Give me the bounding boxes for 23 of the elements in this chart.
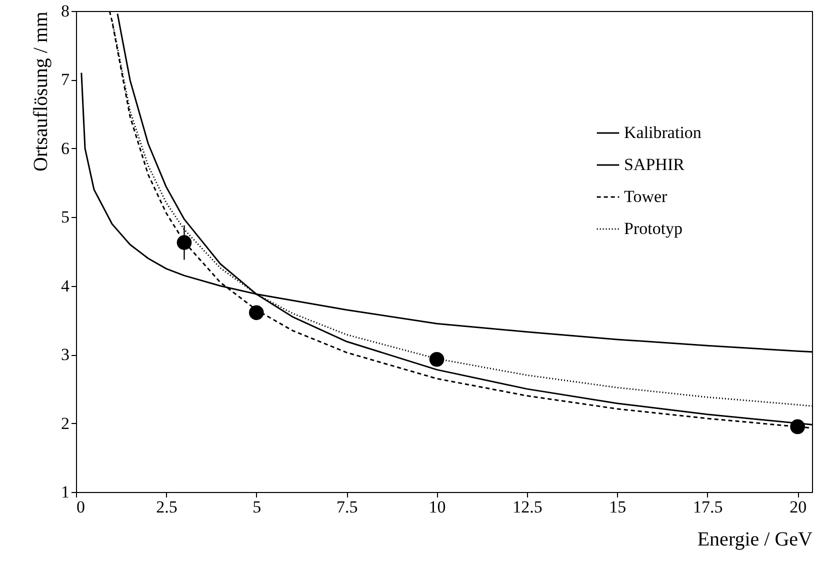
x-axis-title: Energie / GeV: [697, 528, 814, 550]
legend-label: Kalibration: [624, 123, 702, 142]
y-tick-label: 7: [61, 70, 70, 90]
legend-label: Prototyp: [624, 219, 683, 238]
x-tick-label: 5: [252, 498, 262, 516]
y-tick-label: 2: [61, 414, 70, 433]
x-tick-label: 2.5: [156, 498, 178, 516]
x-tick-label: 20: [790, 498, 807, 516]
y-tick-label: 6: [61, 138, 70, 158]
x-tick-label: 10: [428, 498, 446, 516]
y-tick-label: 4: [61, 276, 70, 296]
y-tick-label: 8: [61, 2, 70, 20]
y-tick-label: 5: [61, 208, 70, 227]
x-tick-label: 0: [76, 498, 85, 516]
y-tick-label: 3: [61, 345, 70, 364]
y-axis-title: Ortsauflösung / mm: [30, 11, 52, 172]
y-tick-label: 1: [61, 482, 70, 502]
legend-label: SAPHIR: [624, 155, 686, 174]
legend-label: Tower: [624, 187, 668, 206]
x-tick-label: 12.5: [512, 498, 542, 516]
x-tick-label: 17.5: [693, 498, 723, 516]
x-tick-label: 15: [609, 498, 626, 516]
x-tick-label: 7.5: [336, 498, 358, 516]
